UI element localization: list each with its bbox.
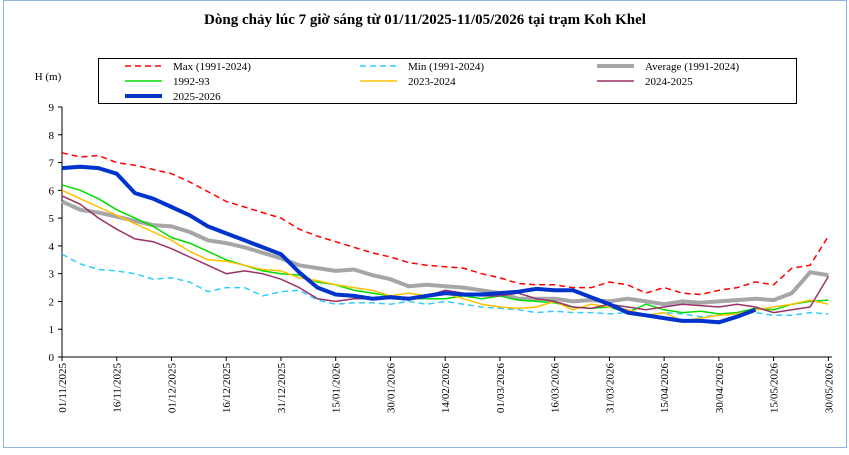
x-tick-label: 30/01/2026	[385, 363, 397, 414]
x-tick-label: 14/02/2026	[440, 363, 452, 414]
y-tick-label: 0	[49, 352, 55, 364]
x-tick-label: 01/11/2025	[57, 363, 69, 413]
legend	[98, 58, 797, 104]
series-line	[61, 152, 830, 296]
y-tick-label: 6	[49, 185, 55, 197]
x-tick-label: 15/05/2026	[769, 363, 781, 414]
legend-label: 2025-2026	[173, 91, 221, 103]
series-line	[61, 253, 829, 318]
legend-label: 2023-2024	[408, 76, 456, 88]
y-tick-label: 4	[49, 241, 55, 253]
legend-label: 1992-93	[173, 76, 210, 88]
y-tick-label: 2	[49, 296, 55, 308]
x-tick-label: 16/11/2025	[112, 363, 124, 413]
legend-label: Average (1991-2024)	[645, 61, 740, 73]
series-line	[61, 199, 829, 307]
chart-frame	[3, 0, 847, 448]
y-tick-label: 3	[49, 269, 55, 281]
series-line	[61, 184, 829, 315]
chart-title: Dòng chảy lúc 7 giờ sáng từ 01/11/2025-1…	[204, 12, 646, 28]
x-tick-label: 16/03/2026	[550, 363, 562, 414]
x-tick-label: 01/03/2026	[495, 363, 507, 414]
y-tick-label: 1	[49, 324, 55, 336]
y-tick-label: 8	[49, 130, 55, 142]
x-tick-label: 30/05/2026	[823, 363, 835, 414]
x-tick-label: 30/04/2026	[714, 363, 726, 414]
legend-label: Max (1991-2024)	[173, 61, 251, 73]
y-tick-label: 5	[49, 213, 55, 225]
x-tick-label: 15/04/2026	[659, 363, 671, 414]
x-tick-label: 16/12/2025	[221, 363, 233, 414]
legend-label: Min (1991-2024)	[408, 61, 484, 73]
x-tick-label: 31/03/2026	[604, 363, 616, 414]
y-tick-label: 9	[49, 102, 55, 114]
series-line	[61, 164, 757, 325]
legend-label: 2024-2025	[645, 76, 693, 88]
x-tick-label: 31/12/2025	[276, 363, 288, 414]
x-tick-label: 15/01/2026	[331, 363, 343, 414]
x-tick-label: 01/12/2025	[166, 363, 178, 414]
y-tick-label: 7	[49, 158, 55, 170]
y-axis-label: H (m)	[35, 71, 62, 83]
series-line	[61, 195, 830, 314]
